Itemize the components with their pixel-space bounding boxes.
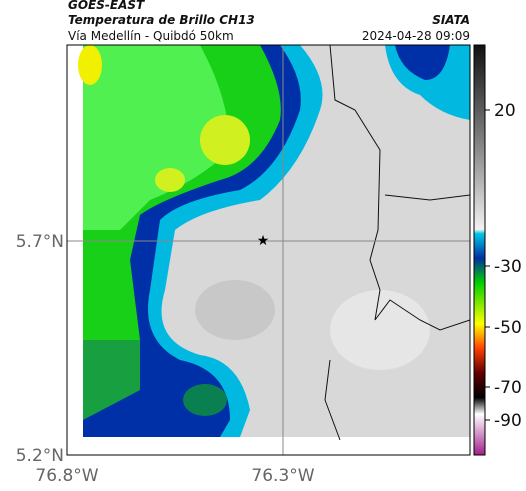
lat-tick-label: 5.7°N [16,232,64,252]
colorbar-tick-label: 20 [494,101,516,121]
subtitle: Temperatura de Brillo CH13 [68,13,255,27]
timestamp: 2024-04-28 09:09 [362,29,470,43]
lon-tick-label: 76.8°W [35,466,98,486]
source: SIATA [432,13,470,27]
map-image: ★ [67,45,470,455]
colorbar-tick-label: -90 [494,411,522,431]
title: GOES-EAST [68,0,145,12]
colorbar-tick-label: -70 [494,378,522,398]
lon-tick-label: 76.3°W [251,466,314,486]
caption: Vía Medellín - Quibdó 50km [68,29,234,43]
svg-text:★: ★ [257,233,270,249]
map-frame [66,44,471,456]
colorbar-tick-label: -50 [494,318,522,338]
lat-tick-label: 5.2°N [16,446,64,466]
colorbar [473,44,486,456]
colorbar-tick-label: -30 [494,257,522,277]
